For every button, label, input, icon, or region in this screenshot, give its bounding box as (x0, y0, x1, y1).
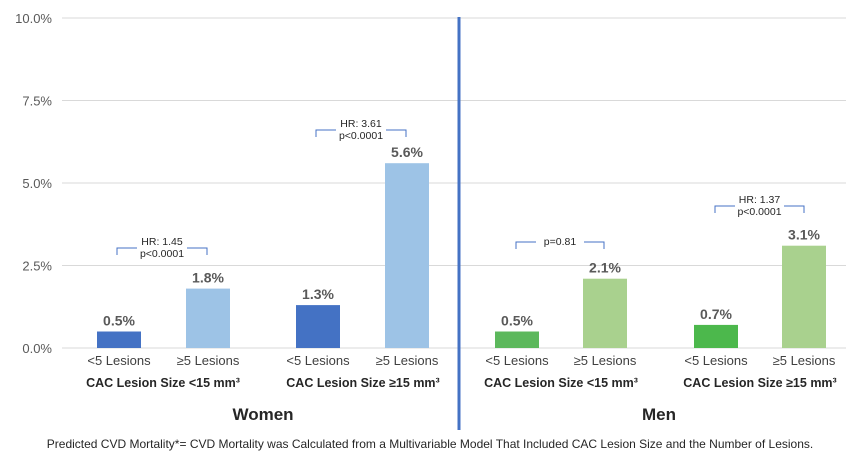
y-tick-label: 7.5% (22, 94, 52, 109)
annotation: HR: 1.37p<0.0001 (714, 194, 805, 218)
category-label: ≥5 Lesions (376, 353, 439, 368)
annotation-bracket-left (116, 247, 137, 255)
annotation-text: HR: 1.37 (739, 194, 781, 206)
data-label: 1.3% (302, 286, 334, 302)
annotation-text: HR: 1.45 (141, 236, 183, 248)
annotation-text: p<0.0001 (339, 130, 383, 142)
bar (782, 245, 826, 348)
annotation-bracket-left (714, 205, 735, 213)
y-tick-label: 10.0% (15, 11, 52, 26)
data-label: 0.5% (103, 313, 135, 329)
gridlines (62, 17, 846, 349)
bar (694, 324, 738, 348)
annotation: HR: 1.45p<0.0001 (116, 236, 208, 260)
annotation-bracket-left (515, 241, 536, 249)
category-label: <5 Lesions (684, 353, 748, 368)
bar (583, 278, 627, 348)
bar (186, 288, 230, 348)
data-label: 2.1% (589, 260, 621, 276)
annotation: HR: 3.61p<0.0001 (315, 118, 407, 142)
bar (385, 163, 429, 348)
data-label: 3.1% (788, 227, 820, 243)
annotation-text: p<0.0001 (737, 206, 781, 218)
category-labels: <5 Lesions ≥5 Lesions <5 Lesions ≥5 Lesions… (87, 353, 836, 368)
bar (97, 331, 141, 348)
group-label: CAC Lesion Size ≥15 mm³ (683, 376, 836, 390)
annotation-bracket-right (386, 129, 407, 137)
y-axis-ticks: 0.0% 2.5% 5.0% 7.5% 10.0% (15, 11, 52, 356)
bars (97, 163, 826, 348)
panel-label: Women (232, 405, 293, 424)
group-labels: CAC Lesion Size <15 mm³ CAC Lesion Size ≥… (86, 376, 837, 390)
group-label: CAC Lesion Size ≥15 mm³ (286, 376, 439, 390)
category-label: ≥5 Lesions (574, 353, 637, 368)
data-label: 1.8% (192, 270, 224, 286)
panel-labels: Women Men (232, 405, 676, 424)
annotation: p=0.81 (515, 236, 605, 249)
panel-label: Men (642, 405, 676, 424)
category-label: <5 Lesions (87, 353, 151, 368)
annotation-text: p=0.81 (544, 236, 577, 248)
category-label: ≥5 Lesions (773, 353, 836, 368)
category-label: <5 Lesions (485, 353, 549, 368)
data-labels: 0.5% 1.8% 1.3% 5.6% 0.5% 2.1% 0.7% 3.1% (103, 144, 820, 328)
bar (296, 305, 340, 348)
y-tick-label: 2.5% (22, 259, 52, 274)
annotation-bracket-right (584, 241, 605, 249)
data-label: 5.6% (391, 144, 423, 160)
annotation-text: p<0.0001 (140, 248, 184, 260)
y-tick-label: 0.0% (22, 341, 52, 356)
data-label: 0.5% (501, 313, 533, 329)
category-label: ≥5 Lesions (177, 353, 240, 368)
annotation-bracket-right (784, 205, 805, 213)
group-label: CAC Lesion Size <15 mm³ (86, 376, 240, 390)
footnote: Predicted CVD Mortality*= CVD Mortality … (47, 437, 813, 451)
annotation-bracket-right (187, 247, 208, 255)
y-tick-label: 5.0% (22, 176, 52, 191)
data-label: 0.7% (700, 306, 732, 322)
group-label: CAC Lesion Size <15 mm³ (484, 376, 638, 390)
bar (495, 331, 539, 348)
annotation-text: HR: 3.61 (340, 118, 382, 130)
annotation-bracket-left (315, 129, 336, 137)
category-label: <5 Lesions (286, 353, 350, 368)
